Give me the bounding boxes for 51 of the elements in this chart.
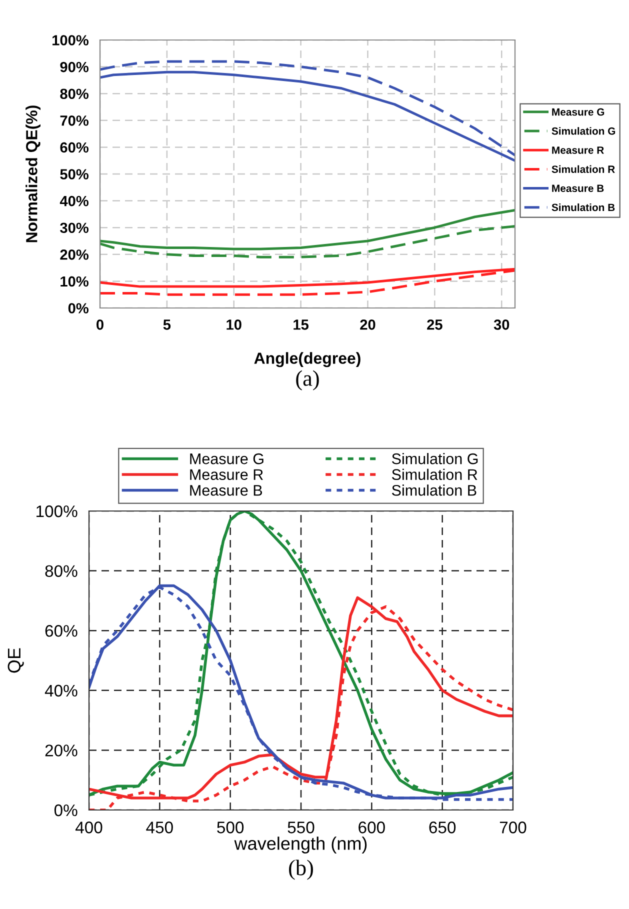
y-tick-label: 0% <box>54 804 78 816</box>
line-series <box>100 70 515 162</box>
legend-label: Measure B <box>190 485 262 496</box>
y-tick-label: 100% <box>36 505 78 518</box>
x-axis-title: Angle(degree) <box>254 352 360 368</box>
x-tick-label: 0 <box>96 319 104 330</box>
legend-label: Simulation R <box>392 468 478 480</box>
text: (b) <box>289 860 313 880</box>
legend-label: Simulation G <box>552 127 616 135</box>
y-tick-label: 40% <box>44 684 78 697</box>
legend-label: Measure B <box>552 184 604 192</box>
y-tick-label: 100% <box>52 35 89 46</box>
x-tick-label: 10 <box>226 319 242 330</box>
line-series <box>100 60 515 156</box>
x-tick-label: 500 <box>217 822 244 834</box>
legend-label: Simulation B <box>392 484 476 496</box>
x-tick-label: 700 <box>500 822 526 834</box>
x-tick-label: 450 <box>146 822 173 834</box>
y-tick-label: 30% <box>60 222 89 234</box>
y-tick-label: 70% <box>60 116 89 126</box>
legend-label: Measure R <box>190 469 263 480</box>
y-axis-title: Normalized QE(%) <box>26 106 40 242</box>
x-tick-label: 650 <box>429 822 456 834</box>
y-tick-label: 40% <box>60 196 89 206</box>
legend-label: Measure G <box>190 453 264 464</box>
x-tick-label: 600 <box>358 822 385 834</box>
y-tick-label: 0% <box>68 303 89 314</box>
y-tick-label: 20% <box>45 744 78 756</box>
y-tick-label: 10% <box>60 276 89 287</box>
legend-label: Simulation B <box>552 203 615 212</box>
legend-label: Measure R <box>552 146 604 154</box>
y-tick-label: 20% <box>60 250 89 260</box>
y-tick-label: 60% <box>45 625 78 637</box>
x-tick-label: 550 <box>288 822 314 834</box>
y-axis-title: QE <box>8 648 24 673</box>
y-tick-label: 80% <box>60 88 89 100</box>
y-tick-label: 50% <box>60 169 89 180</box>
y-tick-label: 80% <box>45 565 78 578</box>
legend-label: Simulation R <box>552 165 615 173</box>
x-tick-label: 5 <box>163 320 171 330</box>
x-axis-title: wavelength (nm) <box>234 836 367 854</box>
y-tick-label: 90% <box>60 62 89 72</box>
legend-label: Simulation G <box>392 452 478 464</box>
x-tick-label: 400 <box>75 822 102 834</box>
y-tick-label: 60% <box>60 142 89 153</box>
legend-label: Measure G <box>552 108 604 116</box>
x-tick-label: 30 <box>494 319 510 330</box>
x-tick-label: 15 <box>294 320 309 330</box>
text: (a) <box>296 370 319 390</box>
x-tick-label: 25 <box>427 319 442 330</box>
x-tick-label: 20 <box>360 319 376 330</box>
